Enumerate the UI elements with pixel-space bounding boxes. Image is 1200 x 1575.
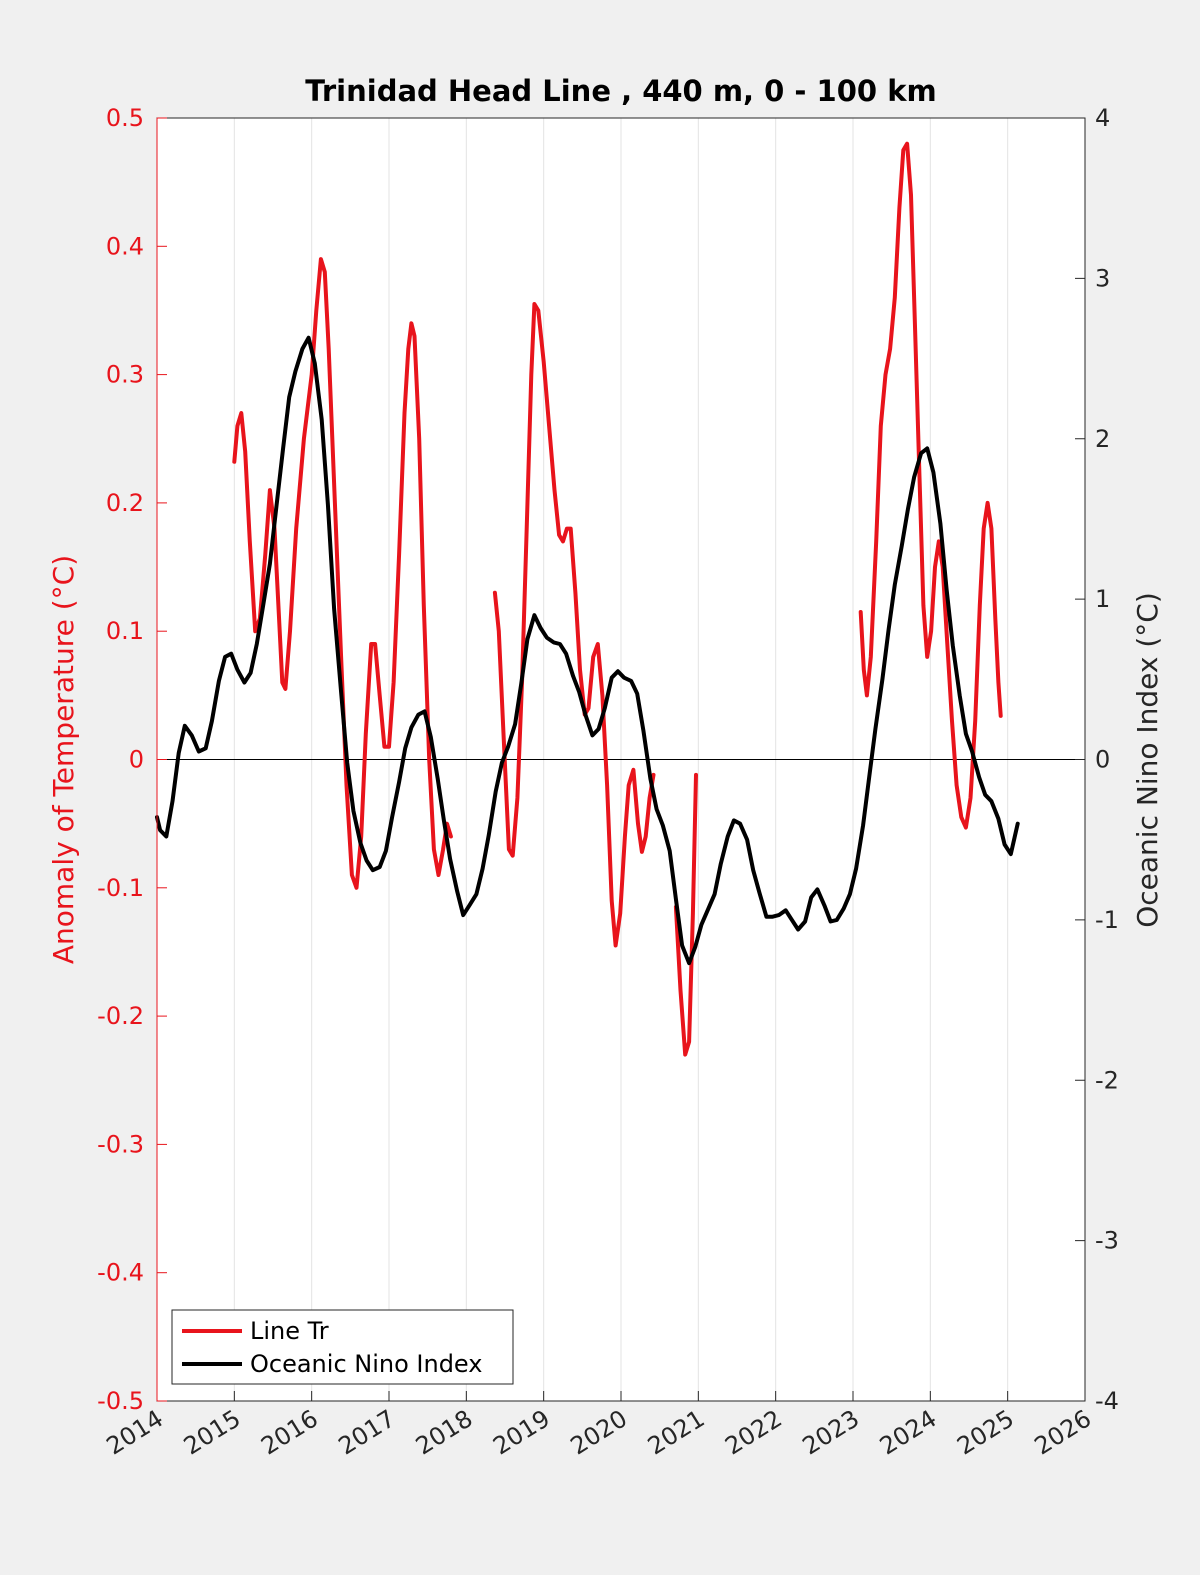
y2-tick-label--2: -2 (1095, 1066, 1119, 1094)
y-tick-label--0.1: -0.1 (97, 874, 144, 902)
series-line-tr-segment-3 (858, 141, 1003, 830)
y-tick-label-0.2: 0.2 (106, 489, 144, 517)
y2-tick-label-1: 1 (1095, 585, 1110, 613)
legend-label-oni: Oceanic Nino Index (250, 1350, 482, 1378)
y-tick-label-0.5: 0.5 (106, 104, 144, 132)
y-tick-label-0: 0 (129, 746, 144, 774)
y-tick-label--0.4: -0.4 (97, 1259, 144, 1287)
y2-tick-label-4: 4 (1095, 104, 1110, 132)
y-tick-label-0.1: 0.1 (106, 617, 144, 645)
y2-tick-label-0: 0 (1095, 746, 1110, 774)
y2-axis-label: Oceanic Nino Index (°C) (1131, 592, 1164, 928)
series-oni-segment-0 (155, 335, 1020, 966)
y2-tick-label-2: 2 (1095, 425, 1110, 453)
chart-title: Trinidad Head Line , 440 m, 0 - 100 km (305, 74, 936, 108)
legend: Line Tr Oceanic Nino Index (171, 1309, 514, 1385)
series-line-tr-segment-0 (232, 257, 453, 890)
y2-tick-label--3: -3 (1095, 1227, 1119, 1255)
y-tick-label--0.2: -0.2 (97, 1002, 144, 1030)
y2-tick-label-3: 3 (1095, 264, 1110, 292)
y2-tick-label--4: -4 (1095, 1387, 1119, 1415)
series-line-tr-segment-2 (673, 772, 698, 1057)
series-layer (155, 141, 1020, 1057)
y-tick-label-0.3: 0.3 (106, 361, 144, 389)
y2-tick-label--1: -1 (1095, 906, 1119, 934)
legend-label-line-tr: Line Tr (250, 1317, 329, 1345)
y-tick-label--0.3: -0.3 (97, 1130, 144, 1158)
y-axis-label: Anomaly of Temperature (°C) (47, 555, 80, 964)
y-tick-label-0.4: 0.4 (106, 232, 144, 260)
legend-box (171, 1309, 514, 1385)
y-tick-label--0.5: -0.5 (97, 1387, 144, 1415)
